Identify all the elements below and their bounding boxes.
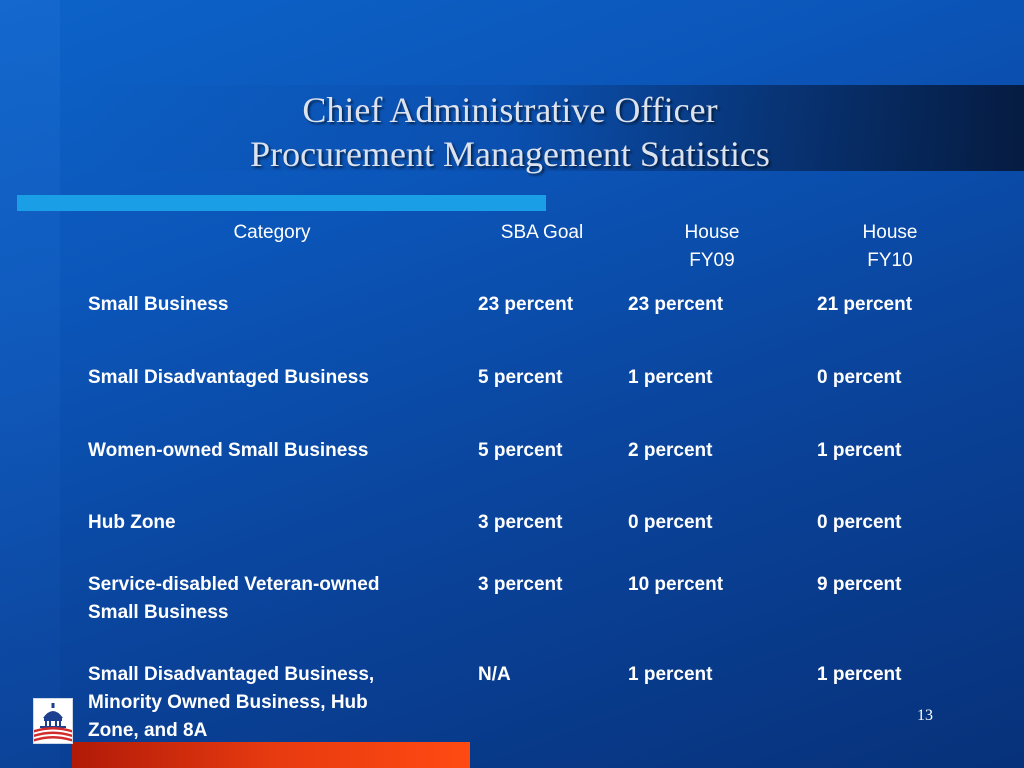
header-category: Category <box>233 222 311 243</box>
header-fy09-line-1: House <box>684 222 740 243</box>
cell-fy10: 0 percent <box>817 512 902 533</box>
page-number: 13 <box>917 707 933 724</box>
table-row-category: Small Disadvantaged Business <box>88 364 369 392</box>
category-line: Zone, and 8A <box>88 720 208 741</box>
table-row-category: Hub Zone <box>88 509 176 537</box>
category-line: Small Disadvantaged Business <box>88 367 369 388</box>
accent-bar <box>17 195 546 211</box>
cell-fy09: 2 percent <box>628 440 713 461</box>
cell-fy10: 21 percent <box>817 294 913 315</box>
cell-fy09: 1 percent <box>628 367 713 388</box>
table-row-category: Small Business <box>88 291 228 319</box>
cell-sba-goal: 3 percent <box>478 512 563 533</box>
cell-fy10: 0 percent <box>817 367 902 388</box>
left-gradient-band <box>0 0 60 768</box>
title-line-1: Chief Administrative Officer <box>302 90 718 130</box>
capitol-logo-icon <box>33 698 73 744</box>
table-row-category: Small Disadvantaged Business, Minority O… <box>88 661 374 745</box>
cell-fy09: 0 percent <box>628 512 713 533</box>
header-sba-goal: SBA Goal <box>500 222 584 243</box>
cell-sba-goal: 23 percent <box>478 294 574 315</box>
cell-sba-goal: 5 percent <box>478 367 563 388</box>
category-line: Women-owned Small Business <box>88 440 369 461</box>
cell-fy09: 10 percent <box>628 574 724 595</box>
bottom-accent-bar <box>72 742 470 768</box>
title-line-2: Procurement Management Statistics <box>250 134 770 174</box>
table-row-category: Service-disabled Veteran-owned Small Bus… <box>88 571 379 627</box>
header-house-fy09: House FY09 <box>652 219 772 275</box>
header-house-fy10: House FY10 <box>830 219 950 275</box>
header-fy09-line-2: FY09 <box>689 250 735 271</box>
capitol-logo-graphic <box>34 699 72 743</box>
header-fy10-line-2: FY10 <box>867 250 913 271</box>
category-line: Hub Zone <box>88 512 176 533</box>
category-line: Small Business <box>88 602 229 623</box>
cell-fy10: 9 percent <box>817 574 902 595</box>
title-background-band <box>85 85 1024 171</box>
category-line: Small Business <box>88 294 229 315</box>
cell-fy10: 1 percent <box>817 664 902 685</box>
cell-sba-goal: 3 percent <box>478 574 563 595</box>
header-fy10-line-1: House <box>862 222 918 243</box>
slide-title: Chief Administrative Officer Procurement… <box>85 88 935 176</box>
cell-fy09: 23 percent <box>628 294 724 315</box>
table-row-category: Women-owned Small Business <box>88 437 368 465</box>
cell-fy09: 1 percent <box>628 664 713 685</box>
category-line: Service-disabled Veteran-owned <box>88 574 380 595</box>
category-line: Small Disadvantaged Business, <box>88 664 375 685</box>
category-line: Minority Owned Business, Hub <box>88 692 368 713</box>
cell-fy10: 1 percent <box>817 440 902 461</box>
cell-sba-goal: N/A <box>478 664 511 685</box>
cell-sba-goal: 5 percent <box>478 440 563 461</box>
